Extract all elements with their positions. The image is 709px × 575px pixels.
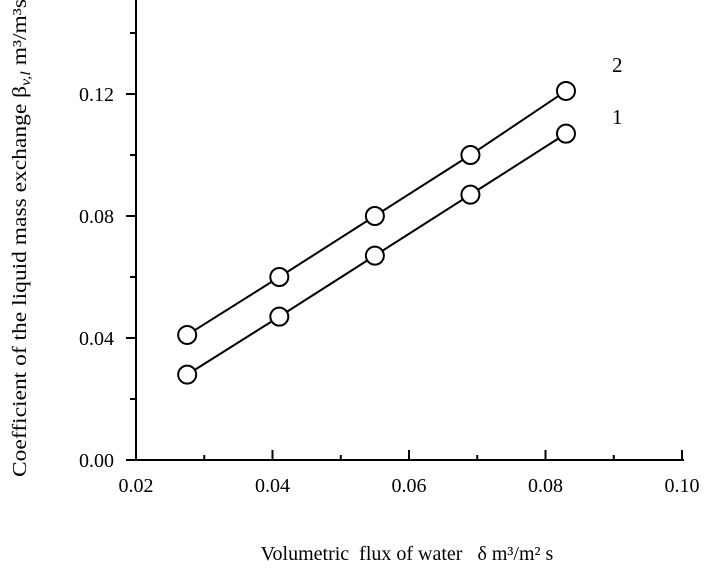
y-tick-label: 0.08	[79, 206, 114, 228]
x-tick-label: 0.10	[665, 475, 700, 497]
data-point-series-2	[460, 145, 481, 165]
data-point-series-1	[555, 123, 576, 144]
y-axis-title-subscript: v,l	[19, 71, 34, 86]
series-label-2: 2	[612, 53, 623, 77]
x-tick-label: 0.04	[255, 475, 290, 497]
data-point-series-1	[177, 364, 198, 385]
x-tick-label: 0.08	[528, 475, 563, 497]
y-ticks: 0.00 0.04 0.08 0.12	[79, 32, 136, 472]
data-point-series-2	[364, 206, 385, 226]
y-tick-label: 0.04	[79, 328, 114, 350]
data-point-series-1	[364, 245, 385, 266]
data-point-series-1	[460, 184, 481, 205]
x-tick-label: 0.06	[392, 475, 427, 497]
axes	[135, 0, 684, 461]
y-axis-title-unit: m³/m³s	[9, 0, 31, 71]
x-axis-title: Volumetric flux of water δ m³/m² s	[261, 543, 554, 565]
x-tick-label: 0.02	[119, 475, 154, 497]
data-point-series-2	[177, 324, 198, 345]
y-tick-label: 0.12	[79, 84, 114, 106]
x-ticks: 0.02 0.04 0.06 0.08 0.10	[119, 450, 700, 497]
y-axis-title-main: Coefficient of the liquid mass exchange …	[9, 86, 31, 477]
y-tick-label: 0.00	[79, 450, 114, 472]
series-label-1: 1	[612, 105, 623, 129]
data-point-series-2	[555, 80, 576, 101]
series-layer	[177, 80, 576, 385]
data-point-series-1	[269, 306, 290, 327]
data-point-series-2	[269, 267, 290, 287]
y-axis-title: Coefficient of the liquid mass exchange …	[9, 0, 34, 477]
